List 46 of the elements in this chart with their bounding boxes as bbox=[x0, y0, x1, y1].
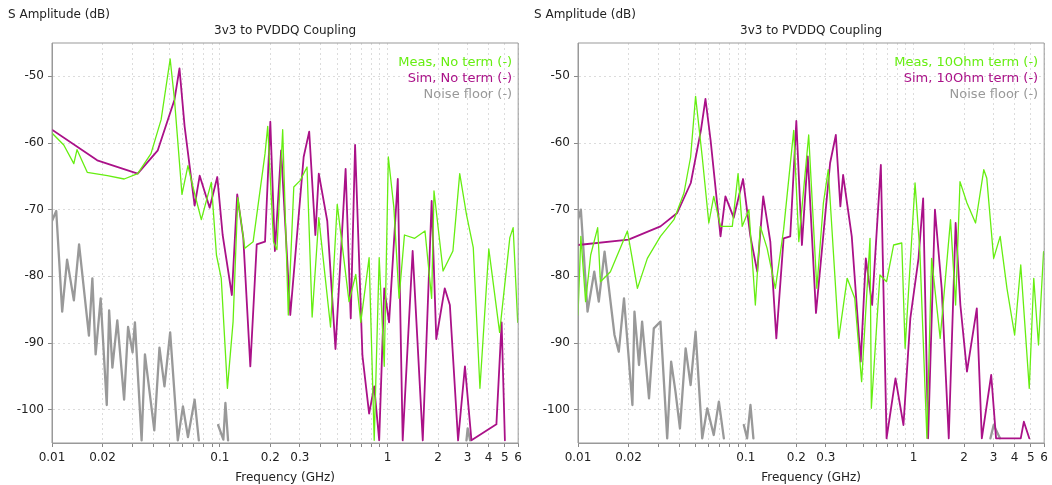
text: Meas, No term (-) bbox=[398, 54, 513, 70]
y-axis-title: S Amplitude (dB) bbox=[534, 7, 636, 22]
text: Noise floor (-) bbox=[423, 86, 513, 102]
x-tick-label: 6 bbox=[1040, 450, 1048, 465]
y-tick-label: -70 bbox=[550, 201, 570, 216]
x-tick-label: 0.2 bbox=[260, 450, 280, 465]
x-tick-label: 1 bbox=[383, 450, 392, 465]
x-tick-label: 2 bbox=[960, 450, 968, 465]
y-tick-label: -50 bbox=[24, 68, 44, 83]
x-tick-label: 0.3 bbox=[816, 450, 836, 465]
y-tick-label: -80 bbox=[24, 268, 44, 283]
y-tick-label: -80 bbox=[550, 268, 570, 283]
text: Sim, 10Ohm term (-) bbox=[903, 70, 1039, 86]
y-tick-label: -60 bbox=[550, 135, 570, 150]
x-tick-label: 2 bbox=[434, 450, 442, 465]
y-tick-label: -60 bbox=[24, 135, 44, 150]
y-tick-label: -90 bbox=[24, 335, 44, 350]
x-tick-label: 3 bbox=[989, 450, 998, 465]
chart-title: 3v3 to PVDDQ Coupling bbox=[214, 23, 357, 38]
text: Noise floor (-) bbox=[949, 86, 1039, 102]
y-tick-label: -90 bbox=[550, 335, 570, 350]
x-tick-label: 4 bbox=[484, 450, 493, 465]
y-tick-label: -50 bbox=[550, 68, 570, 83]
y-axis-title: S Amplitude (dB) bbox=[8, 7, 110, 22]
x-axis-title: Frequency (GHz) bbox=[235, 469, 335, 484]
x-tick-label: 0.01 bbox=[564, 450, 592, 465]
x-tick-label: 4 bbox=[1010, 450, 1019, 465]
x-tick-label: 0.2 bbox=[786, 450, 806, 465]
text: Sim, No term (-) bbox=[407, 70, 513, 86]
x-tick-label: 0.02 bbox=[89, 450, 116, 465]
y-tick-label: -70 bbox=[24, 201, 44, 216]
x-tick-label: 6 bbox=[514, 450, 522, 465]
x-tick-label: 0.3 bbox=[290, 450, 310, 465]
x-tick-label: 0.02 bbox=[615, 450, 642, 465]
x-axis-title: Frequency (GHz) bbox=[761, 469, 861, 484]
x-tick-label: 0.1 bbox=[736, 450, 756, 465]
text: Meas, 10Ohm term (-) bbox=[894, 54, 1039, 70]
y-tick-label: -100 bbox=[16, 401, 44, 416]
x-tick-label: 5 bbox=[501, 450, 509, 465]
x-tick-label: 5 bbox=[1027, 450, 1035, 465]
x-tick-label: 0.1 bbox=[210, 450, 230, 465]
x-tick-label: 1 bbox=[909, 450, 918, 465]
y-tick-label: -100 bbox=[542, 401, 570, 416]
x-tick-label: 3 bbox=[463, 450, 472, 465]
x-tick-label: 0.01 bbox=[38, 450, 66, 465]
chart-title: 3v3 to PVDDQ Coupling bbox=[740, 23, 883, 38]
